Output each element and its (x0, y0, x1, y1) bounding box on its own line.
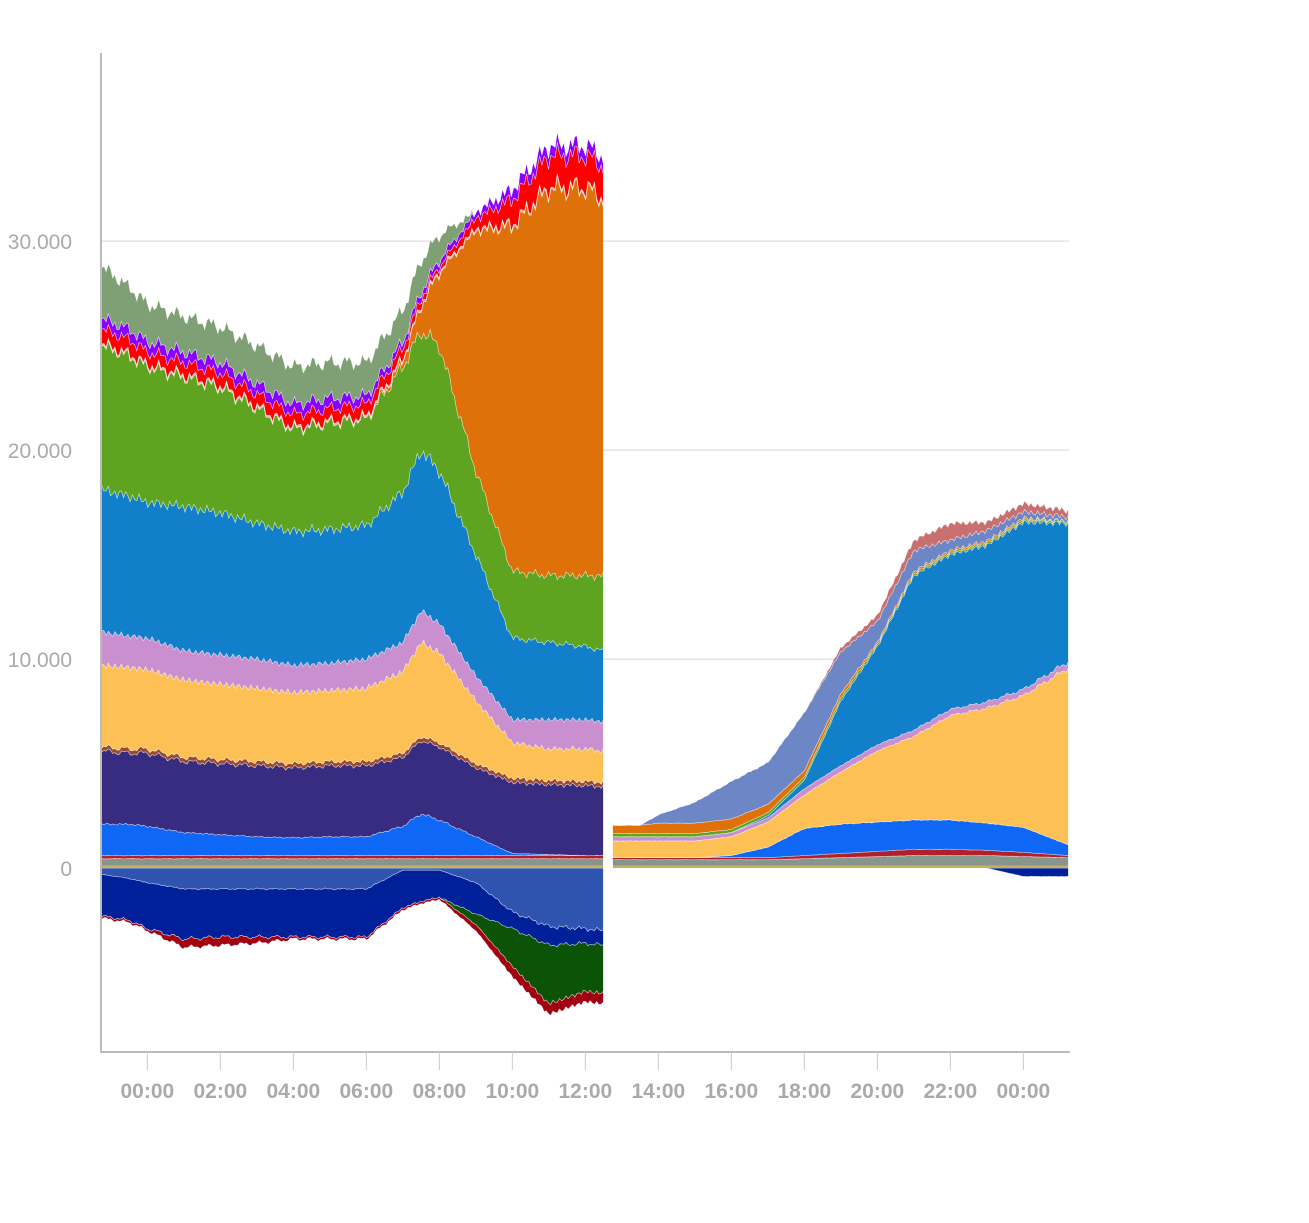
x-tick-label: 04:00 (266, 1080, 320, 1103)
x-tick-label: 00:00 (120, 1080, 174, 1103)
area-series-positive-0 (101, 865, 604, 869)
y-tick-label: 0 (60, 858, 72, 881)
area-series-positive-1 (101, 857, 604, 867)
x-tick-labels: 00:00 02:00 04:00 06:00 08:00 10:00 12:00 14:00… (120, 1052, 1050, 1103)
area-series (101, 131, 1069, 1016)
area-series-negative-3 (101, 896, 604, 1016)
area-series-positive-10 (612, 500, 1069, 826)
x-tick-label: 08:00 (413, 1080, 467, 1103)
x-tick-label: 16:00 (705, 1080, 759, 1103)
area-series-negative-0 (612, 867, 1069, 877)
area-series-positive-0 (612, 865, 1069, 869)
x-tick-label: 06:00 (340, 1080, 394, 1103)
y-tick-label: 30.000 (8, 231, 72, 254)
y-tick-labels: 0 10.000 20.000 30.000 (8, 231, 72, 881)
y-tick-label: 20.000 (8, 440, 72, 463)
x-tick-label: 14:00 (632, 1080, 686, 1103)
y-tick-label: 10.000 (8, 649, 72, 672)
x-tick-label: 02:00 (193, 1080, 247, 1103)
x-tick-label: 20:00 (851, 1080, 905, 1103)
x-tick-label: 18:00 (778, 1080, 832, 1103)
x-tick-label: 00:00 (997, 1080, 1051, 1103)
x-tick-label: 10:00 (486, 1080, 540, 1103)
area-series-positive-14 (101, 131, 604, 412)
x-tick-label: 22:00 (924, 1080, 978, 1103)
x-tick-label: 12:00 (559, 1080, 613, 1103)
